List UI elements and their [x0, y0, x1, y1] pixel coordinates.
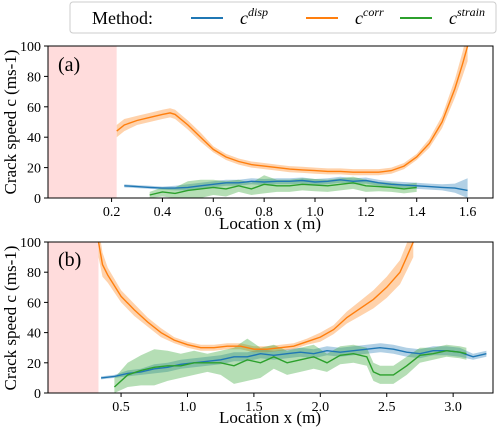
y-tick-label: 80	[27, 70, 41, 85]
band-strain	[114, 338, 467, 393]
y-tick-label: 60	[27, 296, 41, 311]
legend-frame	[69, 1, 497, 34]
series-line-disp	[124, 179, 468, 192]
series-line-strain	[149, 182, 417, 196]
band-corr	[98, 242, 414, 353]
y-ticks-a: 0 20 40 60 80 100	[20, 40, 48, 207]
series-line-strain	[113, 349, 467, 388]
y-axis-label-b: Crack speed c (ms-1)	[1, 246, 20, 391]
y-tick-label: 20	[27, 162, 41, 177]
x-ticks-a: 0.2 0.4 0.6 0.8 1.0 1.2 1.4 1.6	[103, 198, 477, 220]
x-axis-label-b: Location x (m)	[219, 408, 321, 427]
y-tick-label: 100	[20, 236, 41, 251]
y-tick-label: 20	[27, 357, 41, 372]
panel-b: 0.5 1.0 1.5 2.0 2.5 3.0 0 20 40 60 80 100 (b) Loca…	[1, 236, 494, 427]
band-corr	[116, 46, 468, 176]
y-tick-label: 60	[27, 101, 41, 116]
series-lines-a	[116, 46, 469, 196]
x-tick-label: 1.0	[179, 400, 197, 415]
series-line-disp	[101, 346, 487, 379]
band-disp	[124, 176, 468, 198]
legend-label-corr: ccorr	[355, 5, 384, 28]
plot-frame-a	[47, 45, 494, 199]
x-tick-label: 0.4	[154, 205, 172, 220]
x-tick-label: 1.6	[459, 205, 477, 220]
x-tick-label: 1.4	[408, 205, 426, 220]
x-tick-label: 0.6	[205, 205, 223, 220]
y-tick-label: 80	[27, 266, 41, 281]
legend-label-disp: cdisp	[240, 5, 268, 28]
excluded-region	[48, 46, 117, 198]
series-line-corr	[97, 242, 414, 350]
x-axis-label-a: Location x (m)	[219, 214, 321, 233]
excluded-region	[48, 242, 99, 393]
legend-method-label: Method:	[92, 8, 153, 28]
panel-a: 0.2 0.4 0.6 0.8 1.0 1.2 1.4 1.6 0 20 40 60 80 100 (a…	[1, 40, 494, 233]
x-tick-label: 2.0	[312, 400, 330, 415]
series-bands-a	[116, 46, 468, 198]
x-tick-label: 3.0	[444, 400, 462, 415]
plot-frame-b	[47, 241, 494, 394]
y-tick-label: 40	[27, 327, 41, 342]
x-tick-label: 1.2	[357, 205, 375, 220]
series-bands-b	[98, 242, 487, 393]
shaded-region-b	[48, 242, 99, 393]
y-tick-label: 100	[20, 40, 41, 55]
series-line-corr	[116, 46, 469, 173]
y-tick-label: 0	[34, 387, 41, 402]
band-disp	[101, 343, 487, 380]
x-tick-label: 1.5	[245, 400, 263, 415]
x-ticks-b: 0.5 1.0 1.5 2.0 2.5 3.0	[112, 393, 462, 415]
x-tick-label: 0.2	[103, 205, 121, 220]
y-axis-label-a: Crack speed c (ms-1)	[1, 50, 20, 195]
x-tick-label: 0.5	[112, 400, 130, 415]
y-tick-label: 0	[34, 192, 41, 207]
legend: Method: cdisp ccorr cstrain	[69, 1, 497, 34]
x-tick-label: 0.8	[255, 205, 273, 220]
x-tick-label: 1.0	[306, 205, 324, 220]
x-tick-label: 2.5	[378, 400, 396, 415]
panel-label-a: (a)	[58, 54, 80, 76]
panel-label-b: (b)	[58, 249, 81, 271]
y-tick-label: 40	[27, 131, 41, 146]
shaded-region-a	[48, 46, 117, 198]
y-ticks-b: 0 20 40 60 80 100	[20, 236, 48, 402]
series-lines-b	[97, 242, 487, 388]
legend-label-strain: cstrain	[449, 5, 485, 28]
